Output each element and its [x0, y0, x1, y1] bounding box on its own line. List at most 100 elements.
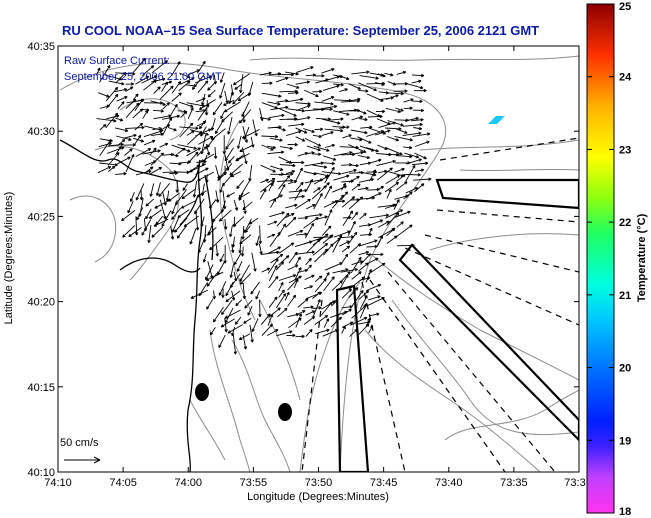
current-vector — [230, 170, 242, 177]
current-vector — [287, 264, 299, 271]
current-vector — [378, 228, 395, 239]
current-vector — [227, 324, 243, 334]
current-vector — [386, 136, 400, 142]
current-vector — [196, 160, 207, 164]
current-vector — [377, 220, 390, 228]
current-vector — [147, 225, 152, 244]
current-vector — [285, 71, 299, 76]
current-vector — [324, 166, 335, 184]
current-vector — [312, 152, 322, 156]
current-vector — [348, 144, 367, 153]
current-vector — [350, 150, 364, 156]
current-vector — [270, 165, 284, 171]
current-vector — [306, 145, 321, 152]
current-vector — [267, 220, 278, 226]
current-vector — [287, 294, 297, 307]
current-vector — [239, 264, 250, 282]
current-vector — [351, 211, 359, 221]
current-vector — [386, 235, 398, 244]
current-vector — [396, 174, 406, 182]
current-vector — [151, 77, 166, 83]
current-vector — [367, 114, 383, 119]
current-vector — [315, 328, 330, 335]
current-vector — [260, 178, 269, 184]
x-tick-label: 74:00 — [174, 477, 202, 489]
current-vector — [378, 91, 389, 95]
current-vector — [123, 133, 137, 139]
current-vector — [330, 117, 344, 121]
current-vector — [305, 328, 313, 337]
current-vector — [99, 139, 112, 157]
current-vector — [394, 167, 405, 173]
current-vector — [366, 192, 382, 200]
current-vector — [209, 327, 216, 336]
current-vector — [358, 262, 369, 272]
current-vector — [278, 175, 291, 190]
current-vector — [115, 71, 127, 84]
current-vector — [377, 73, 386, 78]
current-vector — [242, 201, 253, 211]
current-vector — [384, 181, 400, 193]
x-tick-label: 73:55 — [240, 477, 268, 489]
current-vector — [260, 313, 271, 325]
current-vector — [277, 72, 295, 77]
current-vector — [259, 188, 267, 200]
current-vector — [238, 191, 250, 200]
current-vector — [98, 92, 110, 98]
current-vector — [394, 210, 411, 218]
current-vector — [232, 91, 245, 105]
current-vector — [351, 183, 361, 191]
current-vector — [288, 188, 308, 193]
x-tick-label: 73:40 — [435, 477, 463, 489]
current-vector — [135, 75, 150, 85]
current-vector — [321, 171, 342, 176]
current-vector — [155, 215, 164, 226]
current-vector — [351, 304, 367, 319]
current-vector — [305, 73, 317, 77]
current-vector — [321, 96, 335, 102]
current-vector — [129, 192, 135, 202]
current-vector — [405, 82, 424, 90]
current-vector — [105, 112, 119, 129]
current-vector — [296, 232, 308, 236]
current-vector — [412, 108, 425, 113]
current-vector — [368, 262, 386, 275]
current-vector — [223, 101, 241, 113]
current-vector — [339, 88, 348, 93]
current-vector — [287, 91, 299, 95]
current-vector — [313, 193, 323, 210]
current-vector — [97, 166, 112, 174]
current-vector — [250, 281, 260, 295]
current-vector — [295, 313, 303, 328]
current-vector — [228, 155, 235, 164]
current-vector — [141, 75, 158, 84]
current-vector — [322, 234, 334, 244]
current-vector — [359, 302, 368, 319]
current-vector — [286, 333, 296, 338]
current-vector — [374, 81, 385, 86]
current-vector — [142, 109, 149, 119]
current-vector — [210, 118, 216, 131]
current-annotation-line2: September 25, 2006 21:00 GMT — [64, 71, 222, 83]
current-vector — [321, 67, 335, 74]
current-vector — [258, 299, 262, 318]
current-vector — [225, 138, 235, 150]
current-vector — [314, 248, 329, 263]
current-vector — [367, 257, 379, 264]
current-vector — [229, 225, 233, 238]
current-vector — [295, 198, 311, 210]
current-vector — [276, 183, 286, 199]
current-vector — [141, 219, 152, 236]
current-vector — [314, 275, 323, 283]
current-vector — [341, 182, 346, 191]
current-vector — [403, 191, 413, 200]
current-vector — [358, 323, 370, 335]
current-vector — [206, 227, 217, 236]
current-vector — [232, 216, 245, 227]
current-vector — [242, 126, 248, 143]
current-vector — [162, 192, 167, 206]
current-vector — [249, 324, 254, 343]
current-vector — [177, 147, 186, 154]
current-vector — [348, 276, 366, 290]
x-axis-ticks: 74:10 74:05 74:00 73:55 73:50 73:45 73:40 73:35… — [44, 46, 586, 489]
